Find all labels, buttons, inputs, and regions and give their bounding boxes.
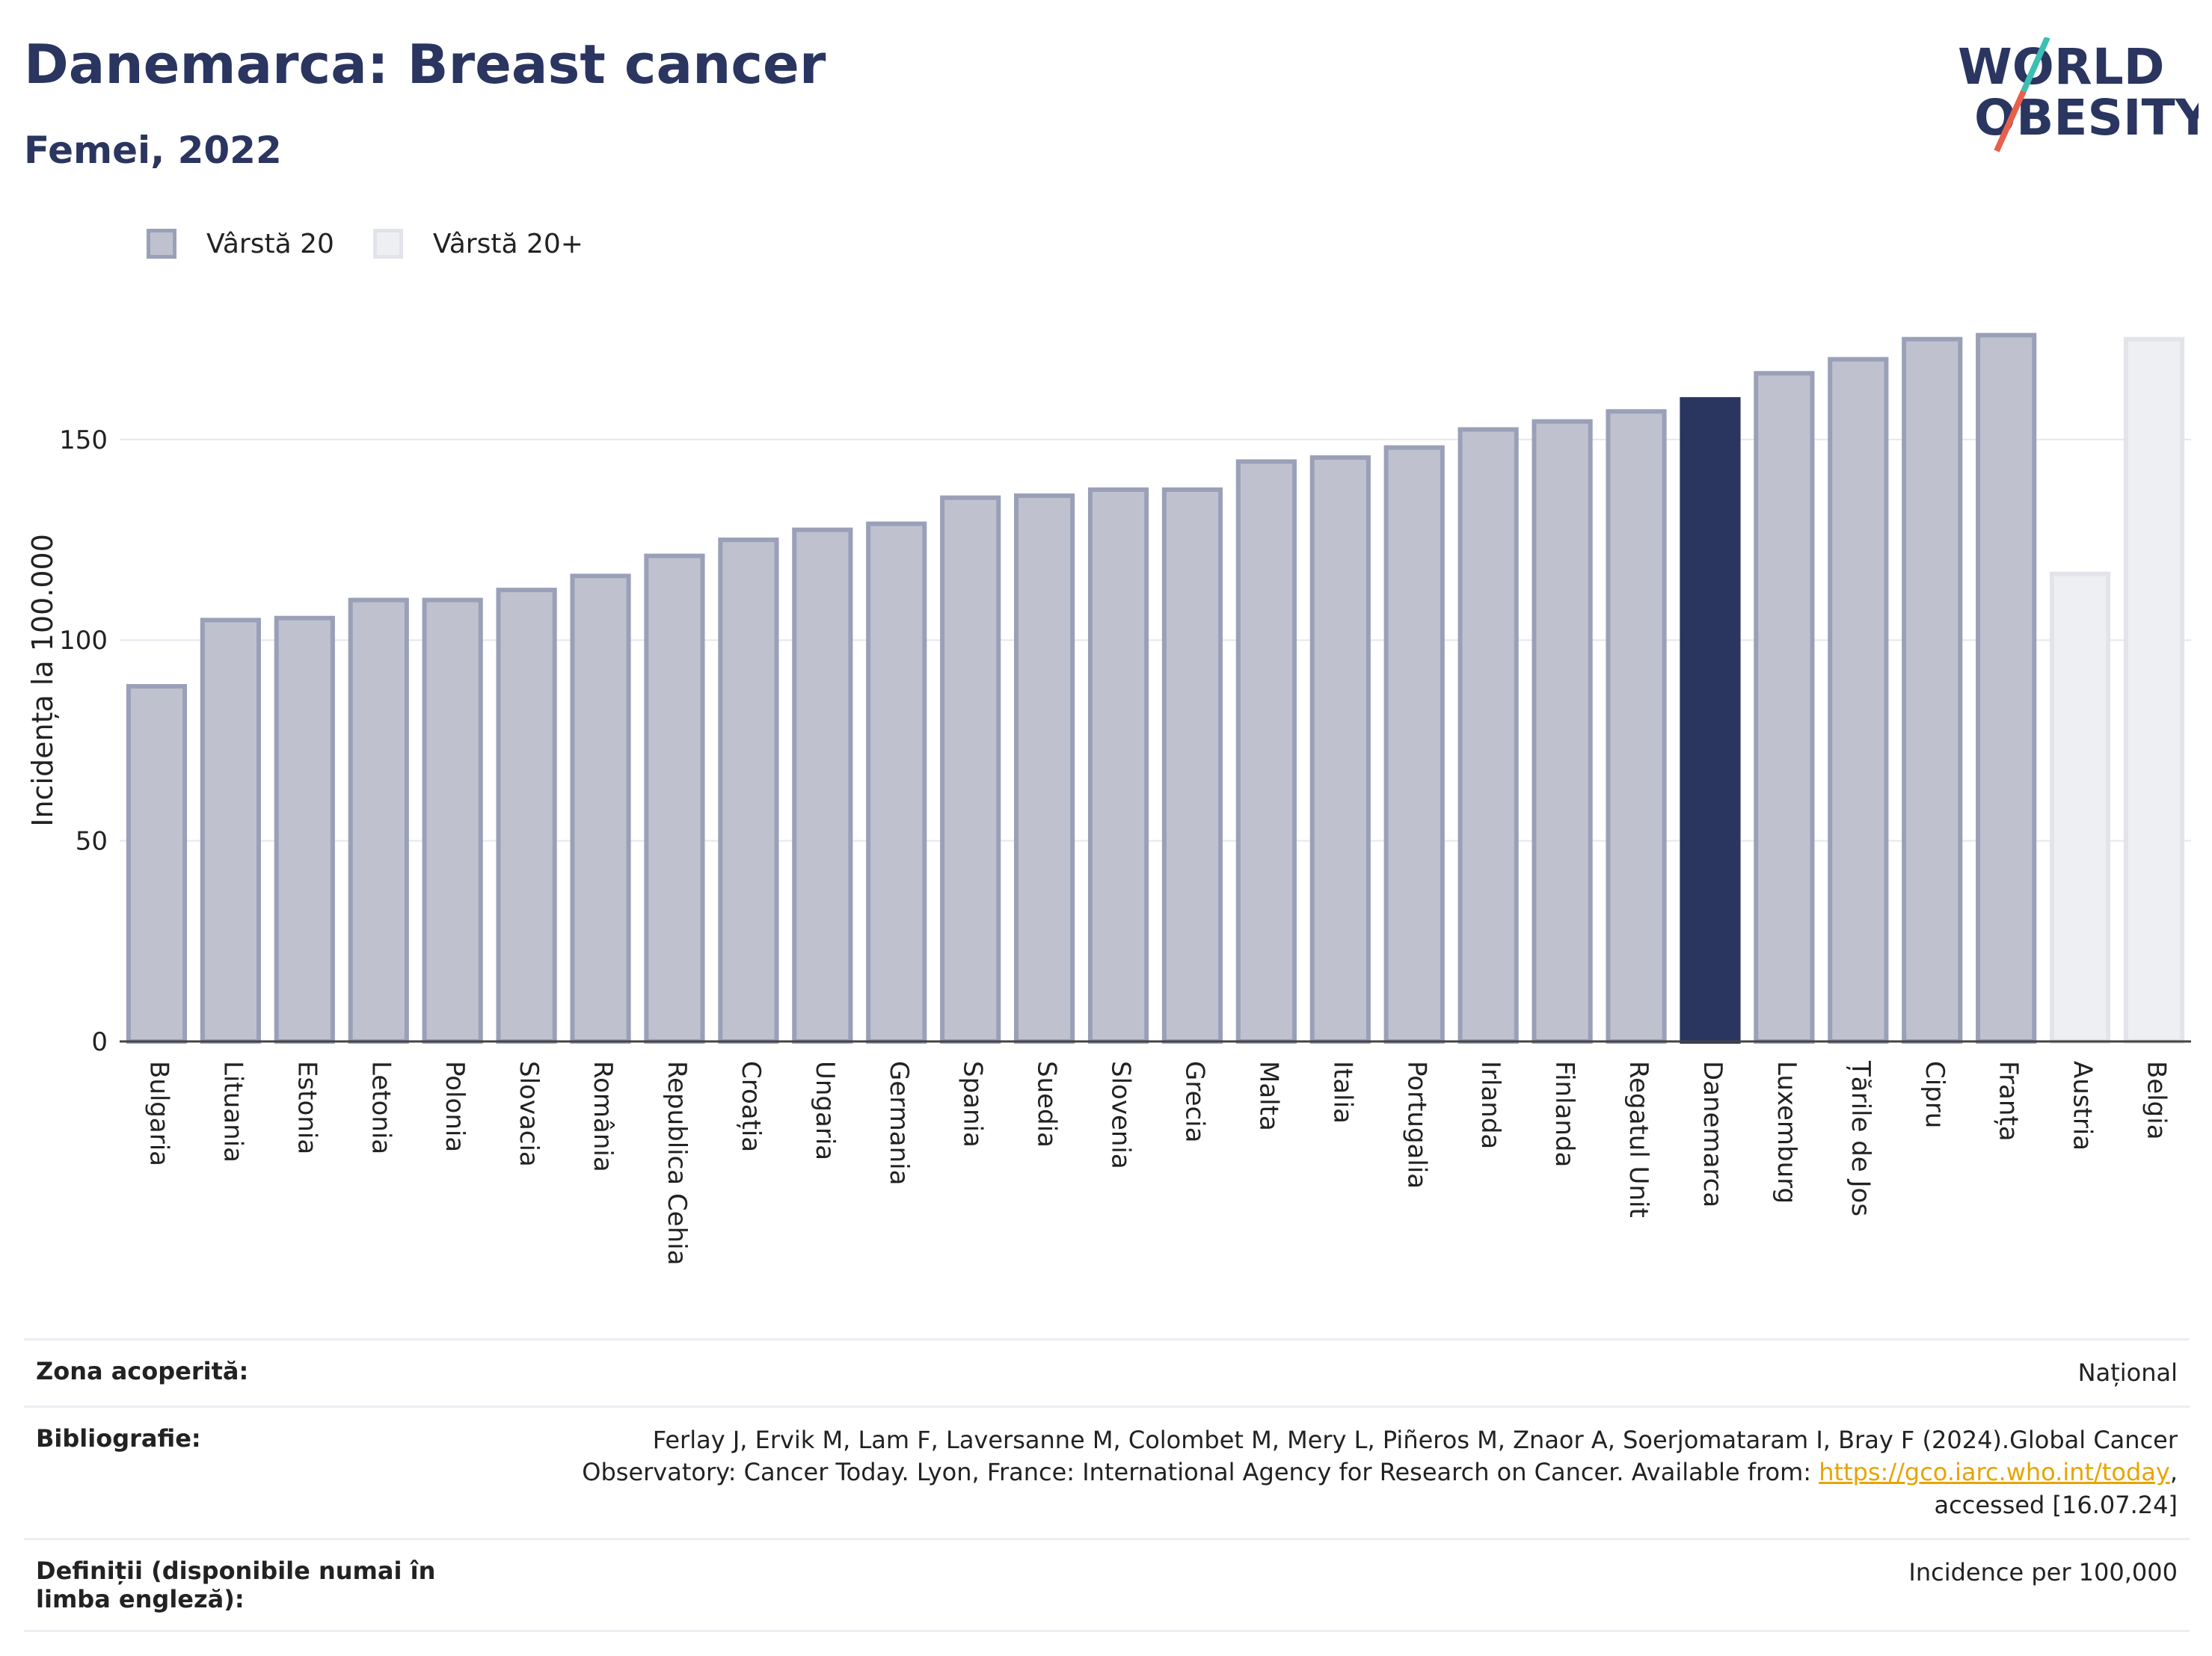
bar-polonia[interactable]	[422, 597, 483, 1044]
x-tick-label: Slovenia	[1106, 1061, 1136, 1169]
bibliography-link[interactable]: https://gco.iarc.who.int/today	[1819, 1458, 2170, 1487]
bibliography-label: Bibliografie:	[36, 1424, 201, 1453]
logo-text-world: WORLD	[1958, 38, 2165, 96]
bar-regatul-unit[interactable]	[1606, 409, 1667, 1044]
x-tick-label: Finlanda	[1549, 1061, 1579, 1167]
y-axis-label: Incidența la 100.000	[26, 534, 59, 827]
footer-row-coverage: Zona acoperită: Național	[24, 1338, 2190, 1406]
x-tick-label: Regatul Unit	[1623, 1061, 1653, 1218]
bibliography-text: Ferlay J, Ervik M, Lam F, Laversanne M, …	[582, 1426, 2178, 1487]
footer-row-bibliography: Bibliografie: Ferlay J, Ervik M, Lam F, …	[24, 1406, 2190, 1538]
x-tick-label: Italia	[1327, 1061, 1357, 1124]
bar-luxemburg[interactable]	[1754, 371, 1815, 1044]
bar-franța[interactable]	[1976, 333, 2037, 1044]
y-tick-label: 100	[59, 626, 108, 656]
bar-suedia[interactable]	[1014, 493, 1075, 1044]
x-tick-label: Polonia	[440, 1061, 470, 1152]
bar-chart: 0 50 100 150 Bulgaria Lituania Estonia Letonia…	[26, 333, 2191, 1265]
bar-croația[interactable]	[718, 538, 779, 1044]
chart-legend: Vârstă 20 Vârstă 20+	[147, 221, 622, 266]
bar-malta[interactable]	[1235, 459, 1297, 1044]
bar-slovenia[interactable]	[1087, 487, 1149, 1044]
x-tick-label: Republica Cehia	[662, 1061, 692, 1265]
bars	[126, 333, 2185, 1044]
bar-italia[interactable]	[1309, 455, 1371, 1044]
bar-danemarca[interactable]	[1680, 397, 1741, 1044]
bar-austria[interactable]	[2050, 571, 2111, 1044]
y-axis-ticks: 0 50 100 150	[59, 425, 108, 1057]
bar-portugalia[interactable]	[1383, 445, 1445, 1044]
x-tick-label: Portugalia	[1401, 1061, 1431, 1189]
x-tick-label: Austria	[2068, 1061, 2098, 1151]
bar-țările-de-jos[interactable]	[1828, 357, 1889, 1044]
bar-românia[interactable]	[570, 573, 631, 1044]
chart-footer: Zona acoperită: Național Bibliografie: F…	[24, 1338, 2190, 1632]
x-tick-label: Germania	[884, 1061, 914, 1185]
bar-estonia[interactable]	[274, 615, 335, 1044]
legend-item-age-20[interactable]: Vârstă 20	[147, 229, 334, 259]
bar-republica-cehia[interactable]	[644, 553, 705, 1044]
x-tick-label: România	[588, 1061, 618, 1172]
x-tick-label: Lituania	[218, 1061, 248, 1163]
coverage-value: Național	[2077, 1358, 2178, 1387]
x-tick-label: Grecia	[1179, 1061, 1209, 1142]
bar-slovacia[interactable]	[496, 588, 557, 1044]
y-tick-label: 0	[91, 1027, 108, 1057]
bar-lituania[interactable]	[200, 618, 261, 1044]
bar-finlanda[interactable]	[1531, 419, 1593, 1044]
x-tick-label: Malta	[1253, 1061, 1283, 1131]
logo-slash-coral	[1994, 90, 2027, 153]
x-tick-label: Belgia	[2142, 1061, 2172, 1140]
bar-bulgaria[interactable]	[126, 683, 188, 1044]
footer-row-definitions: Definiții (disponibile numai în limba en…	[24, 1537, 2190, 1632]
bibliography-value: Ferlay J, Ervik M, Lam F, Laversanne M, …	[570, 1424, 2178, 1521]
x-tick-label: Țările de Jos	[1846, 1060, 1875, 1216]
legend-item-age-20-plus[interactable]: Vârstă 20+	[372, 228, 583, 259]
x-tick-label: Letonia	[366, 1061, 396, 1154]
x-tick-label: Estonia	[292, 1061, 322, 1154]
x-tick-label: Bulgaria	[144, 1061, 173, 1166]
page-subtitle: Femei, 2022	[24, 129, 282, 172]
y-tick-label: 150	[59, 425, 108, 455]
x-tick-label: Ungaria	[810, 1061, 840, 1160]
bar-belgia[interactable]	[2123, 336, 2185, 1044]
x-tick-label: Luxemburg	[1772, 1061, 1801, 1204]
x-tick-label: Spania	[958, 1061, 988, 1148]
x-tick-label: Croația	[736, 1061, 766, 1152]
bibliography-accessed: , accessed [16.07.24]	[1934, 1458, 2178, 1519]
coverage-label: Zona acoperită:	[36, 1357, 249, 1385]
bar-ungaria[interactable]	[792, 527, 853, 1044]
bar-grecia[interactable]	[1161, 487, 1223, 1044]
bar-germania[interactable]	[866, 521, 927, 1044]
x-tick-label: Danemarca	[1698, 1061, 1727, 1207]
bar-irlanda[interactable]	[1457, 427, 1519, 1044]
y-tick-label: 50	[76, 827, 108, 857]
x-tick-label: Irlanda	[1475, 1061, 1505, 1149]
logo-text-obesity: OBESITY	[1974, 89, 2199, 147]
page-title: Danemarca: Breast cancer	[24, 33, 826, 96]
bar-spania[interactable]	[940, 495, 1001, 1044]
x-tick-label: Slovacia	[514, 1061, 544, 1167]
bar-cipru[interactable]	[1902, 336, 1963, 1044]
x-tick-label: Suedia	[1032, 1061, 1062, 1148]
x-tick-label: Cipru	[1920, 1061, 1950, 1128]
bar-letonia[interactable]	[348, 597, 409, 1044]
legend-label-age-20: Vârstă 20	[206, 228, 334, 259]
x-axis-ticks: Bulgaria Lituania Estonia Letonia Polonia Slo…	[144, 1060, 2171, 1265]
definitions-label: Definiții (disponibile numai în limba en…	[36, 1556, 436, 1613]
legend-swatch-age-20-plus	[372, 229, 403, 259]
logo-slash-teal	[2021, 37, 2050, 93]
definitions-value: Incidence per 100,000	[1908, 1557, 2178, 1586]
legend-label-age-20-plus: Vârstă 20+	[432, 228, 583, 259]
legend-swatch-age-20	[147, 229, 176, 259]
world-obesity-logo: WORLD OBESITY	[1958, 37, 2199, 153]
x-tick-label: Franța	[1994, 1061, 2024, 1142]
